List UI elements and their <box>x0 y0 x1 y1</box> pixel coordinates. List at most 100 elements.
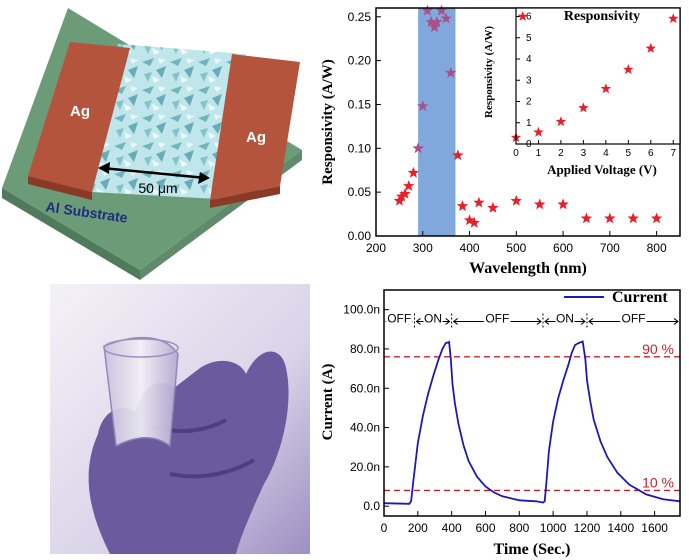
inset-x-tick-label: 6 <box>648 148 654 159</box>
inset-plot-frame <box>515 7 681 145</box>
legend-label: Current <box>612 289 668 306</box>
inset-plot-background <box>516 8 680 144</box>
inset-x-axis-label: Applied Voltage (V) <box>547 162 657 177</box>
current-y-axis-label: Current (A) <box>320 364 336 441</box>
left-electrode <box>28 42 130 192</box>
main-y-tick-label: 0.00 <box>348 229 372 243</box>
wavelength-data-point <box>445 66 457 78</box>
main-y-tick-label: 0.05 <box>348 185 372 199</box>
current-time-chart: 0 200 400 600 800 1000 1200 1400 1600 0.0 20.0n 40.… <box>312 280 689 560</box>
current-x-axis-label: Time (Sec.) <box>493 541 570 558</box>
current-time-svg: 0 200 400 600 800 1000 1200 1400 1600 0.0 20.0n 40.… <box>320 289 681 558</box>
voltage-data-point <box>517 11 528 21</box>
inset-y-tick-label: 3 <box>526 75 532 86</box>
inset-title: Responsivity <box>564 9 640 24</box>
state-arrow-head-right <box>536 318 542 325</box>
reference-line-label: 10 % <box>642 474 674 490</box>
wavelength-data-point <box>452 149 464 161</box>
state-label-bg <box>484 312 511 325</box>
main-x-tick-label: 600 <box>553 241 573 255</box>
wavelength-data-point <box>650 212 663 224</box>
nanoflake-film <box>92 44 246 200</box>
current-x-tick-label: 600 <box>475 521 495 535</box>
main-x-tick-label: 700 <box>600 241 620 255</box>
state-label-bg <box>385 312 413 325</box>
current-y-tick-label: 100.0n <box>343 303 380 317</box>
main-x-tick-label: 300 <box>413 241 433 255</box>
main-y-tick-label: 0.25 <box>348 10 372 24</box>
wavelength-data-point <box>580 212 593 224</box>
responsivity-wavelength-svg: 200 300 400 500 600 700 800 0.00 0.05 0.10 0.15 0.2… <box>320 4 681 277</box>
state-arrow-head-left <box>588 318 594 325</box>
gap-label: 50 μm <box>138 180 177 196</box>
voltage-data-point <box>533 126 544 137</box>
uv-highlight-band <box>418 8 456 236</box>
inset-y-tick-label: 5 <box>526 33 532 44</box>
wavelength-data-point <box>440 12 452 24</box>
state-label-bg <box>555 312 575 325</box>
wavelength-data-point <box>428 21 441 33</box>
current-x-tick-label: 1600 <box>641 521 668 535</box>
state-arrow-head-right <box>445 318 451 325</box>
current-y-tick-label: 60.0n <box>350 381 380 395</box>
wavelength-data-point <box>412 142 424 154</box>
inset-y-tick-label: 4 <box>526 54 532 65</box>
substrate-side-left <box>2 188 140 280</box>
state-label: OFF <box>485 311 509 325</box>
main-x-tick-label: 200 <box>366 241 386 255</box>
wavelength-data-point <box>557 198 569 210</box>
current-y-tick-label: 80.0n <box>350 342 380 356</box>
wavelength-data-point <box>417 100 429 112</box>
current-series-line <box>383 340 681 505</box>
current-y-tick-label: 40.0n <box>350 421 380 435</box>
right-electrode <box>210 54 300 200</box>
flexible-device-photo <box>50 284 310 554</box>
main-x-tick-label: 500 <box>506 241 526 255</box>
inset-x-tick-label: 7 <box>670 148 676 159</box>
current-x-tick-label: 1400 <box>607 521 634 535</box>
wavelength-data-point <box>510 194 522 206</box>
current-plot-frame <box>383 289 681 517</box>
wavelength-data-point <box>473 196 485 208</box>
current-x-tick-label: 1200 <box>574 521 601 535</box>
wavelength-data-point <box>399 187 411 199</box>
main-x-axis-label: Wavelength (nm) <box>469 260 587 277</box>
wavelength-data-point <box>456 200 469 211</box>
main-y-tick-label: 0.20 <box>348 54 372 68</box>
current-x-tick-label: 1000 <box>540 521 567 535</box>
wavelength-data-point <box>403 180 415 191</box>
left-electrode-label: Ag <box>70 103 90 120</box>
main-y-tick-label: 0.15 <box>348 97 372 111</box>
state-label-bg <box>620 312 647 325</box>
gap-arrow-head-right <box>198 172 210 184</box>
inset-x-tick-label: 1 <box>536 148 542 159</box>
wavelength-data-point <box>425 16 437 27</box>
main-x-tick-label: 800 <box>647 241 667 255</box>
inset-x-tick-label: 0 <box>513 148 519 159</box>
inset-x-tick-label: 2 <box>558 148 564 159</box>
voltage-data-point <box>623 64 634 75</box>
inset-x-tick-label: 3 <box>581 148 587 159</box>
wavelength-data-point <box>396 190 408 202</box>
current-x-tick-label: 800 <box>509 521 529 535</box>
voltage-data-point <box>555 116 567 127</box>
current-x-tick-label: 400 <box>442 521 462 535</box>
current-x-tick-label: 200 <box>408 521 428 535</box>
film-roll-edge <box>103 338 179 358</box>
state-label: ON <box>424 311 442 325</box>
hand-shape <box>88 351 289 554</box>
wavelength-data-point <box>463 214 476 226</box>
main-x-tick-label: 400 <box>460 241 480 255</box>
state-label-bg <box>423 312 443 325</box>
right-electrode-label: Ag <box>246 129 266 146</box>
state-label: OFF <box>387 311 411 325</box>
wavelength-data-point <box>627 212 639 224</box>
state-arrow-head-right <box>673 318 679 325</box>
main-y-tick-label: 0.10 <box>348 141 372 155</box>
current-y-tick-label: 20.0n <box>350 460 380 474</box>
current-x-tick-label: 0 <box>381 521 388 535</box>
state-arrow-head-left <box>415 318 421 325</box>
flexible-film <box>103 336 179 448</box>
wavelength-data-point <box>431 16 443 27</box>
state-arrow-head-right <box>580 318 586 325</box>
